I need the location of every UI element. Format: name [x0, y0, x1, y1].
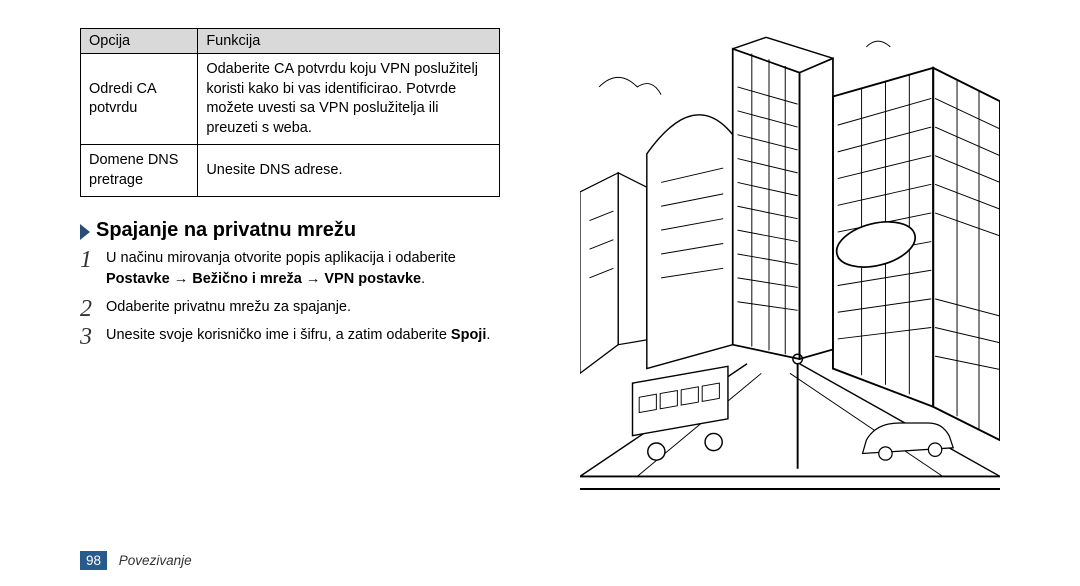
table-row: Domene DNS pretrage Unesite DNS adrese. — [81, 145, 500, 197]
step-post: . — [421, 271, 425, 287]
table-cell-option: Domene DNS pretrage — [81, 145, 198, 197]
table-cell-function: Odaberite CA potvrdu koju VPN poslužitel… — [198, 54, 500, 145]
page-footer: 98 Povezivanje — [80, 553, 192, 568]
section-title: Spajanje na privatnu mrežu — [96, 219, 356, 242]
table-header-option: Opcija — [81, 29, 198, 54]
table-header-function: Funkcija — [198, 29, 500, 54]
table-row: Odredi CA potvrdu Odaberite CA potvrdu k… — [81, 54, 500, 145]
step-text: Odaberite privatnu mrežu za spajanje. — [106, 299, 351, 315]
step-text: Unesite svoje korisničko ime i šifru, a … — [106, 327, 451, 343]
options-table: Opcija Funkcija Odredi CA potvrdu Odaber… — [80, 28, 500, 197]
cityscape-illustration — [580, 20, 1000, 490]
steps-list: U načinu mirovanja otvorite popis aplika… — [80, 248, 500, 345]
section-heading: Spajanje na privatnu mrežu — [80, 219, 500, 242]
step-bold: Spoji — [451, 327, 486, 343]
footer-label: Povezivanje — [119, 553, 192, 568]
step-bold: Postavke → Bežično i mreža → VPN postavk… — [106, 271, 421, 287]
list-item: U načinu mirovanja otvorite popis aplika… — [80, 248, 500, 289]
step-post: . — [486, 327, 490, 343]
list-item: Odaberite privatnu mrežu za spajanje. — [80, 297, 500, 317]
step-text: U načinu mirovanja otvorite popis aplika… — [106, 250, 456, 266]
list-item: Unesite svoje korisničko ime i šifru, a … — [80, 325, 500, 345]
table-cell-option: Odredi CA potvrdu — [81, 54, 198, 145]
page-number: 98 — [80, 551, 107, 570]
table-cell-function: Unesite DNS adrese. — [198, 145, 500, 197]
arrow-right-icon — [80, 224, 90, 240]
